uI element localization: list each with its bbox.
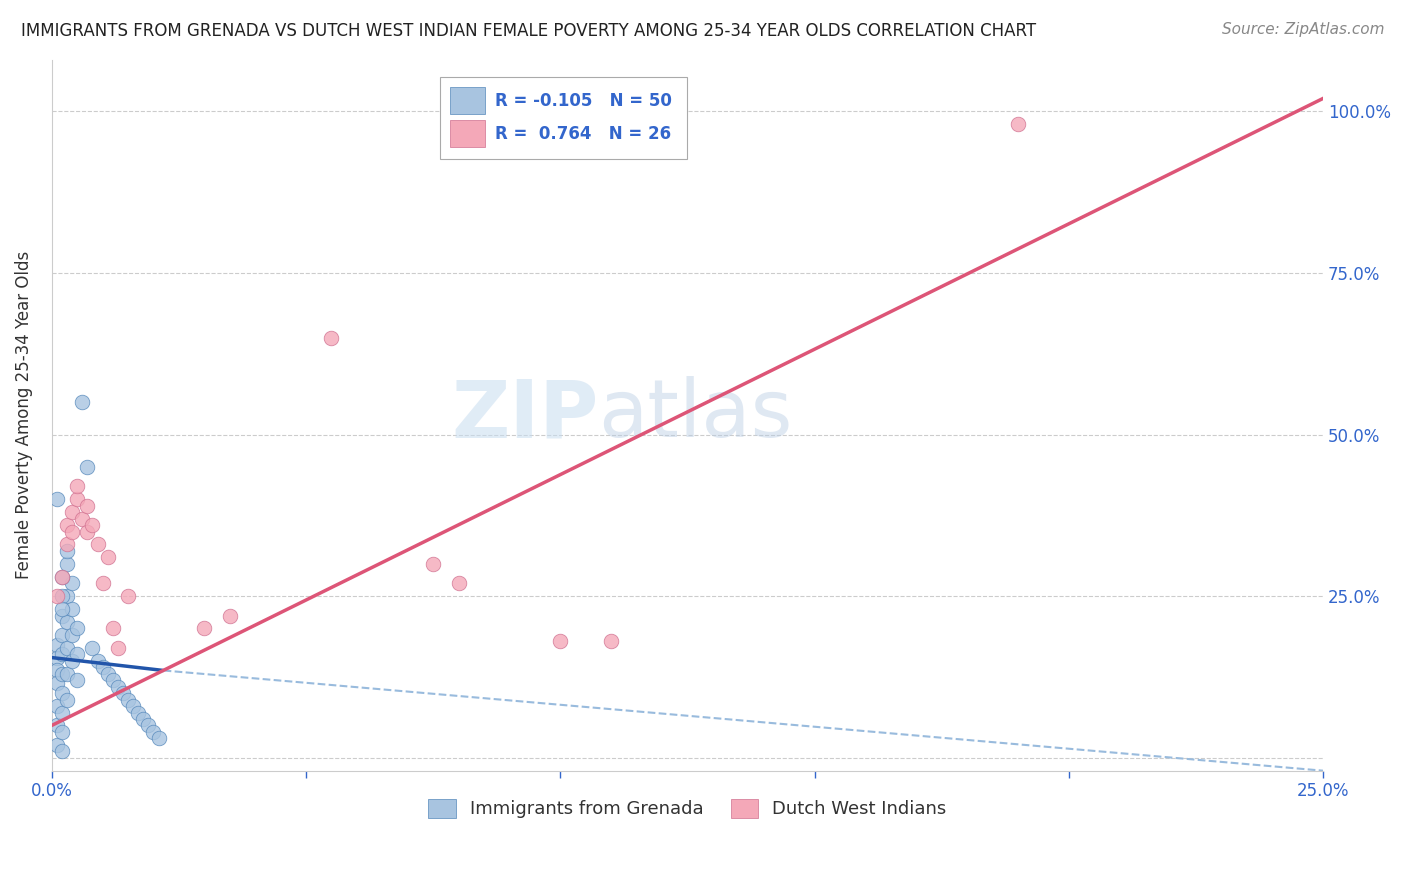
- Point: [127, 706, 149, 720]
- Point: [193, 622, 215, 636]
- Point: [45, 650, 67, 665]
- Point: [86, 654, 108, 668]
- Text: IMMIGRANTS FROM GRENADA VS DUTCH WEST INDIAN FEMALE POVERTY AMONG 25-34 YEAR OLD: IMMIGRANTS FROM GRENADA VS DUTCH WEST IN…: [21, 22, 1036, 40]
- Point: [66, 479, 89, 493]
- Point: [60, 602, 83, 616]
- Point: [142, 725, 165, 739]
- Y-axis label: Female Poverty Among 25-34 Year Olds: Female Poverty Among 25-34 Year Olds: [15, 251, 32, 579]
- Point: [51, 666, 73, 681]
- Point: [66, 648, 89, 662]
- Point: [107, 640, 129, 655]
- Bar: [450, 120, 485, 147]
- Text: R =  0.764   N = 26: R = 0.764 N = 26: [495, 125, 672, 143]
- Point: [117, 692, 139, 706]
- Point: [107, 680, 129, 694]
- Text: Source: ZipAtlas.com: Source: ZipAtlas.com: [1222, 22, 1385, 37]
- Point: [56, 692, 79, 706]
- Point: [86, 537, 108, 551]
- Point: [1007, 117, 1029, 131]
- FancyBboxPatch shape: [440, 78, 688, 159]
- Point: [138, 718, 160, 732]
- Point: [45, 738, 67, 752]
- Point: [82, 518, 104, 533]
- Point: [56, 537, 79, 551]
- Point: [51, 602, 73, 616]
- Point: [45, 699, 67, 714]
- Point: [72, 395, 94, 409]
- Point: [101, 673, 124, 688]
- Point: [97, 666, 120, 681]
- Point: [148, 731, 170, 746]
- Point: [51, 725, 73, 739]
- Point: [51, 589, 73, 603]
- Point: [56, 518, 79, 533]
- Point: [60, 524, 83, 539]
- Point: [51, 628, 73, 642]
- Text: R = -0.105   N = 50: R = -0.105 N = 50: [495, 92, 672, 110]
- Point: [76, 459, 98, 474]
- Point: [51, 570, 73, 584]
- Point: [51, 608, 73, 623]
- Point: [56, 557, 79, 571]
- Point: [91, 576, 114, 591]
- Point: [51, 570, 73, 584]
- Point: [97, 550, 120, 565]
- Point: [45, 589, 67, 603]
- Point: [76, 499, 98, 513]
- Text: ZIP: ZIP: [451, 376, 599, 454]
- Point: [45, 664, 67, 678]
- Point: [117, 589, 139, 603]
- Legend: Immigrants from Grenada, Dutch West Indians: Immigrants from Grenada, Dutch West Indi…: [422, 792, 953, 826]
- Text: atlas: atlas: [599, 376, 793, 454]
- Point: [56, 666, 79, 681]
- Point: [60, 654, 83, 668]
- Point: [56, 640, 79, 655]
- Point: [218, 608, 240, 623]
- Point: [51, 648, 73, 662]
- Point: [51, 686, 73, 700]
- Point: [550, 634, 572, 648]
- Point: [72, 511, 94, 525]
- Point: [45, 718, 67, 732]
- Point: [56, 589, 79, 603]
- Point: [51, 706, 73, 720]
- Point: [111, 686, 134, 700]
- Point: [122, 699, 145, 714]
- Point: [60, 628, 83, 642]
- Point: [101, 622, 124, 636]
- Point: [91, 660, 114, 674]
- Point: [56, 615, 79, 629]
- Point: [132, 712, 155, 726]
- Point: [66, 622, 89, 636]
- Point: [82, 640, 104, 655]
- Point: [66, 673, 89, 688]
- Point: [51, 744, 73, 758]
- Point: [447, 576, 470, 591]
- Point: [66, 492, 89, 507]
- Point: [76, 524, 98, 539]
- Point: [60, 505, 83, 519]
- Point: [60, 576, 83, 591]
- Point: [422, 557, 444, 571]
- Point: [45, 676, 67, 690]
- Point: [600, 634, 623, 648]
- Point: [45, 492, 67, 507]
- Point: [56, 544, 79, 558]
- Point: [321, 330, 343, 344]
- Bar: [450, 87, 485, 114]
- Point: [45, 638, 67, 652]
